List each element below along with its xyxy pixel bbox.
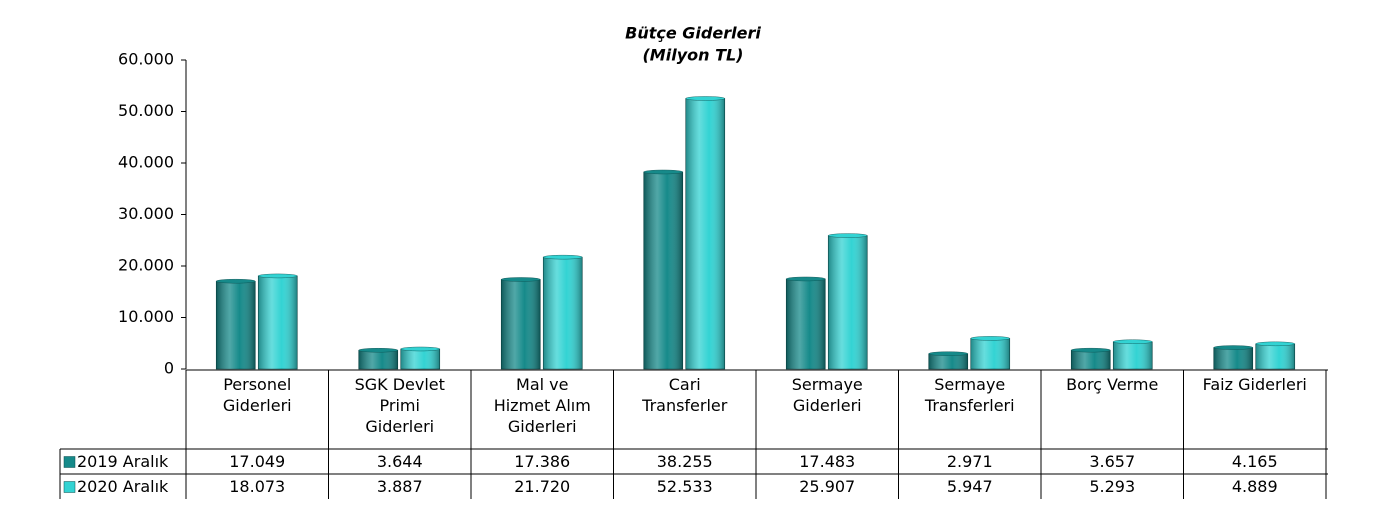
- legend-swatch: [63, 456, 76, 468]
- table-value: 4.889: [1232, 477, 1278, 496]
- table-value: 17.483: [799, 452, 855, 471]
- y-tick-label: 60.000: [118, 50, 174, 69]
- bar-cap: [1113, 339, 1153, 344]
- bar-shade: [400, 348, 440, 369]
- bar-cap: [258, 273, 298, 279]
- chart-subtitle: (Milyon TL): [642, 46, 743, 65]
- bar-shade: [216, 281, 256, 369]
- table-value: 38.255: [657, 452, 713, 471]
- x-tick-label: Borç Verme: [1066, 375, 1159, 394]
- legend-swatch: [63, 481, 76, 493]
- y-tick-label: 50.000: [118, 101, 174, 120]
- bar-cap: [1255, 341, 1295, 347]
- table-value: 17.386: [514, 452, 570, 471]
- bar-shade: [1113, 341, 1153, 369]
- bar-shade: [543, 257, 583, 369]
- y-tick-label: 30.000: [118, 204, 174, 223]
- bar-cap: [970, 336, 1010, 341]
- y-tick-label: 0: [164, 359, 174, 378]
- table-value: 3.887: [377, 477, 423, 496]
- x-tick-label: Faiz Giderleri: [1202, 375, 1307, 394]
- bar-shade: [358, 350, 398, 369]
- x-tick-label: Personel Giderleri: [222, 375, 292, 415]
- bar-shade: [501, 279, 541, 369]
- bar-shade: [970, 338, 1010, 369]
- bar-cap: [828, 233, 868, 238]
- bar-cap: [400, 346, 440, 352]
- y-tick-label: 20.000: [118, 256, 174, 275]
- table-value: 5.947: [947, 477, 993, 496]
- bar-cap: [501, 277, 541, 282]
- bar-cap: [928, 351, 968, 356]
- bar-shade: [828, 235, 868, 369]
- bar-cap: [1213, 345, 1253, 350]
- x-tick-label: Sermaye Giderleri: [791, 375, 863, 415]
- bar-shade: [643, 171, 683, 369]
- table-value: 18.073: [229, 477, 285, 496]
- table-value: 2.971: [947, 452, 993, 471]
- y-tick-label: 10.000: [118, 307, 174, 326]
- bar-shade: [928, 353, 968, 369]
- bar-cap: [685, 96, 725, 101]
- bar-shade: [1213, 347, 1253, 369]
- table-value: 25.907: [799, 477, 855, 496]
- table-value: 4.165: [1232, 452, 1278, 471]
- x-tick-label: SGK Devlet Primi Giderleri: [354, 375, 445, 436]
- table-value: 3.657: [1089, 452, 1135, 471]
- y-tick-label: 40.000: [118, 153, 174, 172]
- bar-cap: [1071, 347, 1111, 353]
- bar-cap: [216, 278, 256, 284]
- bar-shade: [1071, 350, 1111, 369]
- legend-label: 2019 Aralık: [77, 452, 169, 471]
- table-value: 5.293: [1089, 477, 1135, 496]
- bar-shade: [258, 275, 298, 369]
- bar-cap: [643, 169, 683, 175]
- bar-shade: [786, 278, 826, 369]
- x-tick-label: Cari Transferler: [642, 375, 728, 415]
- x-tick-label: Mal ve Hizmet Alım Giderleri: [493, 375, 591, 436]
- chart-title: Bütçe Giderleri: [625, 24, 761, 43]
- x-tick-label: Sermaye Transferleri: [924, 375, 1015, 415]
- table-value: 52.533: [657, 477, 713, 496]
- table-value: 3.644: [377, 452, 423, 471]
- bar-shade: [1255, 343, 1295, 369]
- table-value: 17.049: [229, 452, 285, 471]
- legend-label: 2020 Aralık: [77, 477, 169, 496]
- bar-cap: [358, 348, 398, 353]
- bar-shade: [685, 98, 725, 369]
- bar-cap: [543, 254, 583, 260]
- bar-cap: [786, 276, 826, 282]
- table-value: 21.720: [514, 477, 570, 496]
